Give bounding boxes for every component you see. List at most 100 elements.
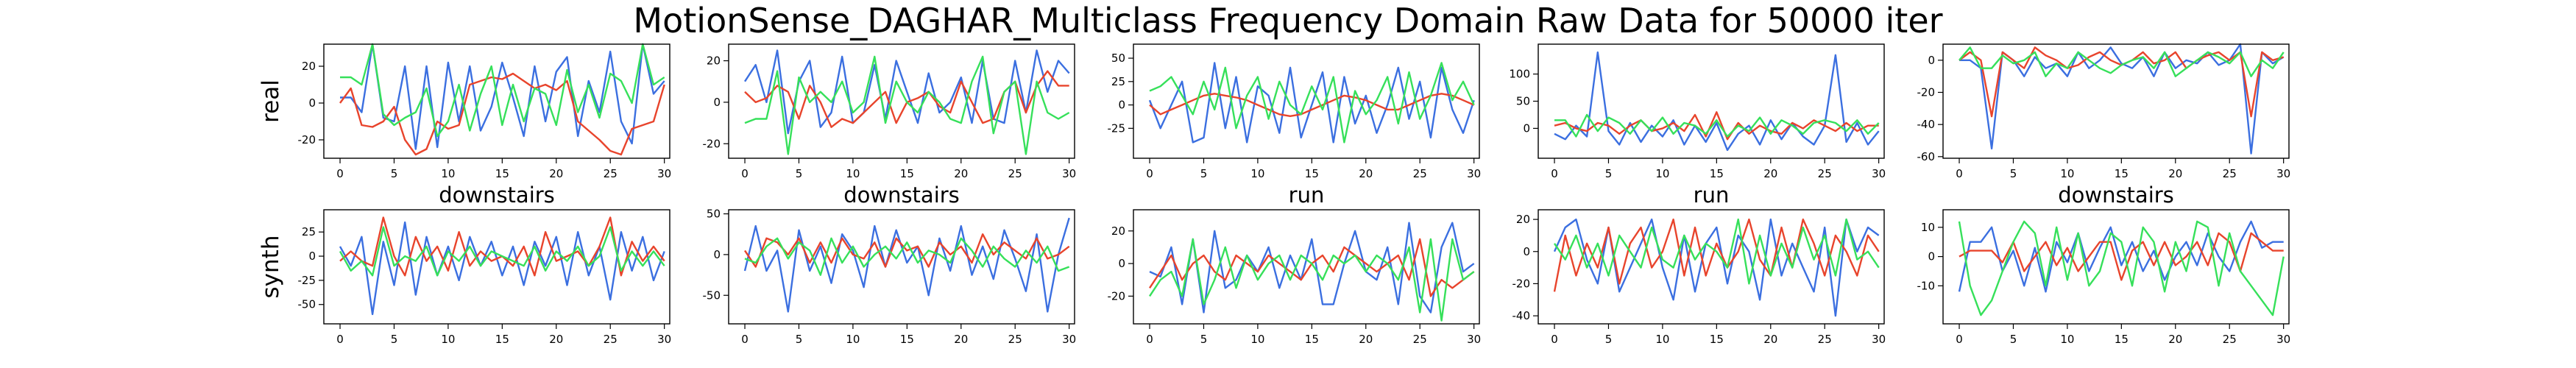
series-line-1 <box>1149 93 1475 118</box>
series-line-2 <box>1958 220 2285 316</box>
y-tick-label: 25 <box>1111 75 1125 88</box>
y-tick-label: -60 <box>1917 150 1936 163</box>
x-tick-label: 5 <box>391 167 398 180</box>
x-axis-label: run <box>1694 183 1730 208</box>
x-tick-label: 10 <box>1655 333 1669 346</box>
series-line-2 <box>1958 46 2285 77</box>
x-tick-label: 20 <box>1359 333 1373 346</box>
y-tick-label: 20 <box>707 54 721 68</box>
series-line-2 <box>1554 113 1880 138</box>
y-tick-label: -10 <box>1917 279 1936 292</box>
x-tick-label: 0 <box>1146 333 1153 346</box>
x-tick-label: 20 <box>549 333 563 346</box>
x-tick-label: 5 <box>796 167 803 180</box>
subplot-real-1: 0 5 10 15 20 25 30 -20 0 20 downstairs <box>703 43 1076 208</box>
y-tick-label: 0 <box>1118 257 1125 270</box>
figure-title: MotionSense_DAGHAR_Multiclass Frequency … <box>633 1 1943 40</box>
axes-frame <box>728 43 1075 159</box>
axes-frame <box>1133 209 1480 325</box>
series-line-2 <box>1554 218 1880 285</box>
x-tick-label: 15 <box>900 167 914 180</box>
y-tick-label: 50 <box>707 208 721 221</box>
x-tick-label: 20 <box>954 333 968 346</box>
x-tick-label: 25 <box>2223 333 2237 346</box>
x-tick-label: 15 <box>1710 333 1724 346</box>
x-tick-label: 25 <box>604 333 618 346</box>
x-tick-label: 10 <box>2060 167 2074 180</box>
x-tick-label: 30 <box>1467 167 1481 180</box>
series-line-2 <box>1149 62 1475 144</box>
y-tick-label: -40 <box>1512 309 1531 322</box>
axes-frame <box>1538 43 1885 159</box>
axes-frame <box>1942 209 2290 325</box>
x-tick-label: 30 <box>2276 167 2290 180</box>
x-tick-label: 10 <box>1250 167 1264 180</box>
y-tick-label: 20 <box>302 60 316 73</box>
x-tick-label: 15 <box>2115 333 2129 346</box>
x-tick-label: 25 <box>1413 167 1427 180</box>
x-tick-label: 25 <box>2223 167 2237 180</box>
y-tick-label: -20 <box>1917 85 1936 99</box>
series-line-2 <box>744 237 1070 276</box>
axes-frame <box>1133 43 1480 159</box>
y-tick-label: -50 <box>298 298 316 311</box>
y-tick-label: 20 <box>1111 224 1125 238</box>
x-tick-label: 20 <box>1763 167 1777 180</box>
x-tick-label: 0 <box>1956 167 1963 180</box>
x-tick-label: 20 <box>954 167 968 180</box>
series-line-2 <box>339 226 665 277</box>
series-line-0 <box>340 43 665 150</box>
x-tick-label: 25 <box>1008 167 1022 180</box>
subplot-synth-0: 0 5 10 15 20 25 30 -50 -25 0 25 synth <box>258 209 671 346</box>
y-tick-label: 50 <box>1516 95 1530 108</box>
y-tick-label: 0 <box>1523 121 1530 135</box>
x-axis-label: run <box>1289 183 1325 208</box>
x-tick-label: 10 <box>2060 333 2074 346</box>
x-tick-label: 20 <box>2168 333 2182 346</box>
x-tick-label: 20 <box>2168 167 2182 180</box>
x-axis-label: downstairs <box>843 183 960 208</box>
x-tick-label: 0 <box>1551 167 1558 180</box>
y-tick-label: 0 <box>308 250 316 263</box>
x-tick-label: 15 <box>2115 167 2129 180</box>
series-line-1 <box>1553 218 1880 292</box>
x-tick-label: 5 <box>391 333 398 346</box>
y-tick-label: 0 <box>713 248 721 261</box>
x-axis-label: downstairs <box>2058 183 2174 208</box>
y-tick-label: 0 <box>1118 99 1125 112</box>
y-tick-label: -20 <box>1108 289 1126 302</box>
x-tick-label: 20 <box>549 167 563 180</box>
x-tick-label: 0 <box>1956 333 1963 346</box>
x-tick-label: 5 <box>2010 167 2017 180</box>
y-tick-label: -20 <box>298 133 316 146</box>
y-axis-label: real <box>258 79 284 123</box>
x-tick-label: 10 <box>846 167 860 180</box>
x-tick-label: 15 <box>495 167 509 180</box>
series-line-1 <box>339 72 665 156</box>
x-tick-label: 30 <box>1062 167 1076 180</box>
y-tick-label: 0 <box>713 96 721 109</box>
x-tick-label: 5 <box>1605 333 1613 346</box>
y-tick-label: -20 <box>703 137 721 150</box>
axes-frame <box>323 43 670 159</box>
x-tick-label: 30 <box>1872 333 1886 346</box>
subplot-synth-1: 0 5 10 15 20 25 30 -50 0 50 <box>703 208 1077 346</box>
subplot-real-3: 0 5 10 15 20 25 30 0 50 100 run <box>1509 43 1886 208</box>
y-tick-label: -20 <box>1512 277 1531 290</box>
x-tick-label: 0 <box>1146 167 1153 180</box>
y-tick-label: 100 <box>1509 68 1530 81</box>
y-tick-label: -25 <box>1108 121 1126 135</box>
series-line-1 <box>744 233 1070 268</box>
y-tick-label: 0 <box>308 96 316 110</box>
series-line-2 <box>340 43 665 138</box>
x-tick-label: 20 <box>1763 333 1777 346</box>
series-line-2 <box>1148 238 1475 322</box>
subplot-synth-3: 0 5 10 15 20 25 30 -40 -20 0 20 <box>1512 209 1886 346</box>
subplot-real-4: 0 5 10 15 20 25 30 -60 -40 -20 0 downstairs <box>1917 43 2290 208</box>
x-axis-label: downstairs <box>439 183 555 208</box>
x-tick-label: 5 <box>1605 167 1613 180</box>
axes-frame <box>728 209 1075 325</box>
x-tick-label: 30 <box>657 333 671 346</box>
x-tick-label: 25 <box>604 167 618 180</box>
